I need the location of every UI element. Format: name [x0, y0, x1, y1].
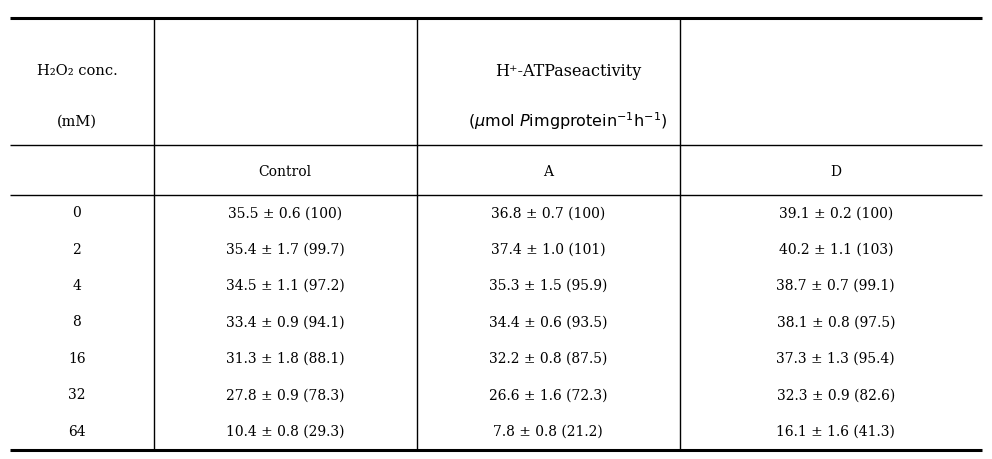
- Text: 37.3 ± 1.3 (95.4): 37.3 ± 1.3 (95.4): [777, 352, 895, 366]
- Text: 2: 2: [72, 243, 81, 257]
- Text: 27.8 ± 0.9 (78.3): 27.8 ± 0.9 (78.3): [226, 388, 344, 402]
- Text: 32.3 ± 0.9 (82.6): 32.3 ± 0.9 (82.6): [777, 388, 895, 402]
- Text: 0: 0: [72, 206, 81, 220]
- Text: 35.5 ± 0.6 (100): 35.5 ± 0.6 (100): [228, 206, 342, 220]
- Text: 39.1 ± 0.2 (100): 39.1 ± 0.2 (100): [779, 206, 893, 220]
- Text: Control: Control: [259, 165, 311, 179]
- Text: 26.6 ± 1.6 (72.3): 26.6 ± 1.6 (72.3): [489, 388, 607, 402]
- Text: 35.3 ± 1.5 (95.9): 35.3 ± 1.5 (95.9): [489, 279, 607, 293]
- Text: H⁺-ATPaseactivity: H⁺-ATPaseactivity: [495, 62, 641, 80]
- Text: 37.4 ± 1.0 (101): 37.4 ± 1.0 (101): [491, 243, 605, 257]
- Text: 34.5 ± 1.1 (97.2): 34.5 ± 1.1 (97.2): [226, 279, 344, 293]
- Text: 34.4 ± 0.6 (93.5): 34.4 ± 0.6 (93.5): [489, 315, 607, 330]
- Text: 32: 32: [68, 388, 85, 402]
- Text: 38.7 ± 0.7 (99.1): 38.7 ± 0.7 (99.1): [777, 279, 895, 293]
- Text: 64: 64: [68, 425, 85, 439]
- Text: 32.2 ± 0.8 (87.5): 32.2 ± 0.8 (87.5): [489, 352, 607, 366]
- Text: 40.2 ± 1.1 (103): 40.2 ± 1.1 (103): [779, 243, 893, 257]
- Text: 16.1 ± 1.6 (41.3): 16.1 ± 1.6 (41.3): [777, 425, 895, 439]
- Text: 33.4 ± 0.9 (94.1): 33.4 ± 0.9 (94.1): [226, 315, 344, 330]
- Text: 35.4 ± 1.7 (99.7): 35.4 ± 1.7 (99.7): [226, 243, 344, 257]
- Text: (mM): (mM): [57, 115, 97, 129]
- Text: 8: 8: [72, 315, 81, 330]
- Text: D: D: [830, 165, 841, 179]
- Text: 10.4 ± 0.8 (29.3): 10.4 ± 0.8 (29.3): [226, 425, 344, 439]
- Text: 7.8 ± 0.8 (21.2): 7.8 ± 0.8 (21.2): [493, 425, 603, 439]
- Text: 16: 16: [68, 352, 85, 366]
- Text: 36.8 ± 0.7 (100): 36.8 ± 0.7 (100): [491, 206, 605, 220]
- Text: ($\mu$mol $\it{P}$imgprotein$^{-1}$h$^{-1}$): ($\mu$mol $\it{P}$imgprotein$^{-1}$h$^{-…: [468, 111, 668, 133]
- Text: 38.1 ± 0.8 (97.5): 38.1 ± 0.8 (97.5): [777, 315, 895, 330]
- Text: H₂O₂ conc.: H₂O₂ conc.: [37, 64, 117, 78]
- Text: 31.3 ± 1.8 (88.1): 31.3 ± 1.8 (88.1): [226, 352, 344, 366]
- Text: A: A: [543, 165, 554, 179]
- Text: 4: 4: [72, 279, 81, 293]
